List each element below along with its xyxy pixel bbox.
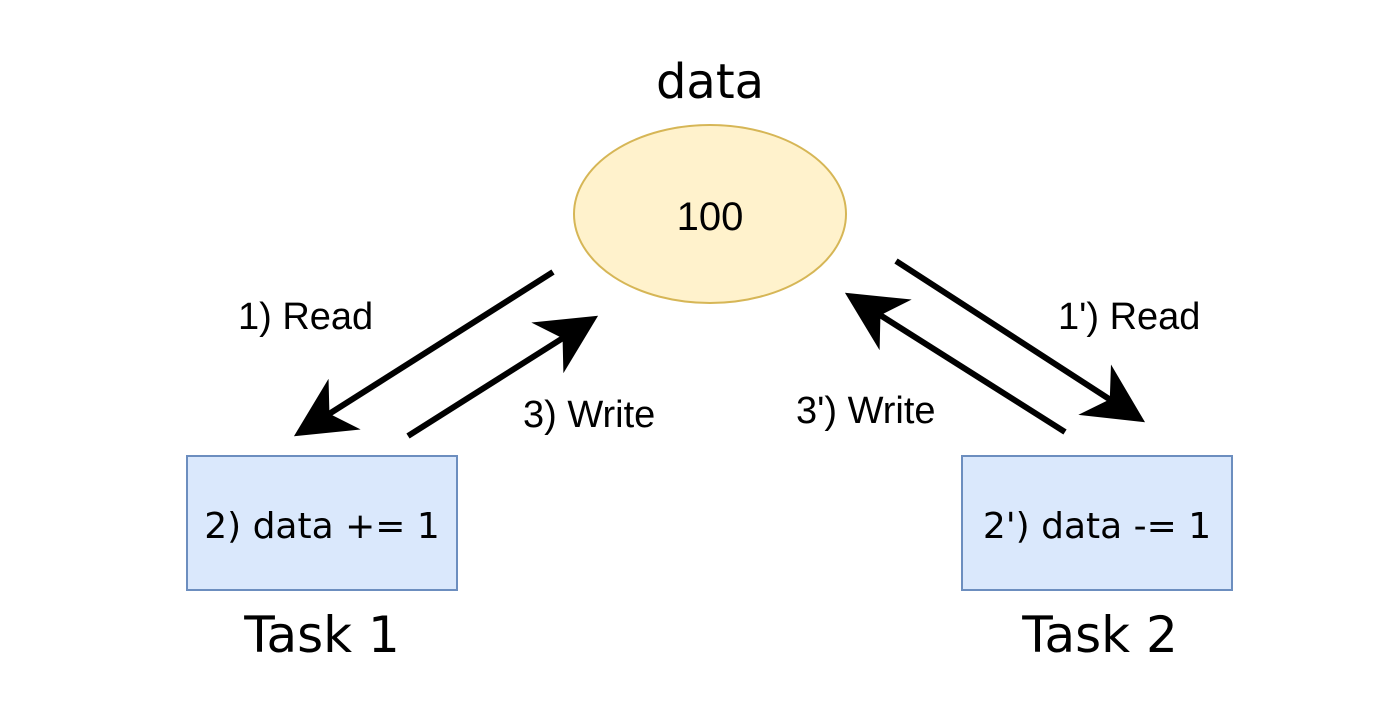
task2-read-arrow	[894, 258, 1146, 423]
task1-write-label: 3) Write	[523, 394, 655, 436]
task2-write-label: 3') Write	[796, 390, 936, 432]
task2-read-label: 1') Read	[1058, 296, 1200, 338]
task2-operation: 2') data -= 1	[983, 506, 1211, 547]
task1-label: Task 1	[243, 606, 400, 664]
task2-box	[961, 455, 1233, 591]
data-value: 100	[677, 195, 744, 239]
task1-read-arrow	[293, 269, 555, 437]
task1-read-label: 1) Read	[238, 296, 373, 338]
data-ellipse	[573, 124, 847, 304]
task2-label: Task 2	[1021, 606, 1178, 664]
task1-box	[186, 455, 458, 591]
task1-write-arrow	[406, 315, 599, 439]
task1-operation: 2) data += 1	[204, 506, 440, 547]
task2-write-arrow	[844, 292, 1067, 435]
data-title: data	[656, 54, 764, 110]
